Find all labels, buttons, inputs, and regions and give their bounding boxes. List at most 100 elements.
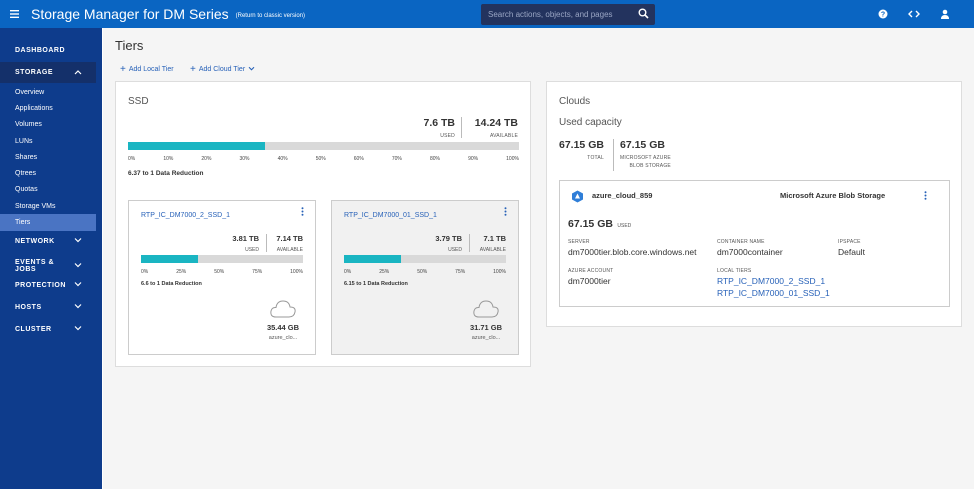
ssd-capacity-ticks: 0% 10% 20% 30% 40% 50% 60% 70% 80% 90% 100% [128,156,519,162]
ssd-used-value: 7.6 TB [423,117,455,129]
tick-label: 50% [417,269,428,275]
container-label: CONTAINER NAME [717,239,765,245]
search-icon[interactable] [638,8,649,21]
clouds-azure-stat: 67.15 GB MICROSOFT AZURE BLOB STORAGE [620,139,671,169]
sidebar-item-overview[interactable]: Overview [15,88,45,96]
clouds-total-value: 67.15 GB [559,139,604,151]
sidebar-item-shares[interactable]: Shares [15,153,38,161]
cloud-tier-card: azure_cloud_859 Microsoft Azure Blob Sto… [559,180,950,307]
divider [266,234,267,252]
tier-used-label: USED [448,247,462,253]
plus-icon: + [120,64,126,75]
clouds-total-label: TOTAL [587,155,604,161]
search-input[interactable]: Search actions, objects, and pages [481,4,655,25]
user-icon[interactable] [938,7,952,21]
tier-capacity-fill [344,255,401,263]
azure-account-label: AZURE ACCOUNT [568,268,614,274]
tier-available-value: 7.1 TB [483,234,506,243]
ssd-available-label: AVAILABLE [489,133,518,139]
clouds-azure-label: MICROSOFT AZURE [620,155,671,161]
nav-cluster[interactable]: CLUSTER [0,325,96,333]
tier-card: RTP_IC_DM7000_01_SSD_1 3.79 TB USED 7.1 … [331,200,519,355]
tier-capacity-ticks: 0% 25% 50% 75% 100% [141,269,303,275]
cloud-icon [472,299,500,324]
nav-dashboard[interactable]: DASHBOARD [0,47,102,54]
local-tier-link[interactable]: RTP_IC_DM7000_2_SSD_1 [717,276,826,286]
tick-label: 50% [214,269,225,275]
tier-capacity-ticks: 0% 25% 50% 75% 100% [344,269,506,275]
menu-icon[interactable] [0,0,28,28]
tier-used-stat: 3.79 TB USED [435,234,462,253]
sidebar-item-applications[interactable]: Applications [15,104,53,112]
chevron-down-icon [74,237,82,245]
tick-label: 80% [429,156,440,162]
tier-available-value: 7.14 TB [276,234,303,243]
sidebar-item-luns[interactable]: LUNs [15,137,33,145]
tick-label: 40% [277,156,288,162]
azure-icon [571,190,584,208]
sidebar-item-qtrees[interactable]: Qtrees [15,170,37,178]
tick-label: 10% [163,156,174,162]
clouds-azure-value: 67.15 GB [620,139,665,151]
tier-capacity-fill [141,255,198,263]
tier-name-link[interactable]: RTP_IC_DM7000_2_SSD_1 [141,212,230,219]
sidebar-item-storage-vms[interactable]: Storage VMs [15,202,56,210]
sidebar: DASHBOARD STORAGE Overview Applications … [0,28,102,489]
more-icon[interactable] [301,207,304,218]
add-local-tier-button[interactable]: + Add Local Tier [120,64,174,75]
cloud-provider: Microsoft Azure Blob Storage [780,191,886,200]
tier-capacity-bar [141,255,303,263]
tick-label: 25% [379,269,390,275]
sidebar-item-volumes[interactable]: Volumes [15,121,42,129]
nav-protection[interactable]: PROTECTION [0,281,96,289]
local-tier-link[interactable]: RTP_IC_DM7000_01_SSD_1 [717,288,830,298]
nav-events-jobs[interactable]: EVENTS & JOBS [0,259,96,273]
nav-network[interactable]: NETWORK [0,237,96,245]
tick-label: 60% [353,156,364,162]
clouds-total-stat: 67.15 GB TOTAL [559,139,604,161]
cloud-tier-name: azure_cloud_859 [592,191,653,200]
cloud-icon [269,299,297,324]
tier-cloud-value: 35.44 GB [266,323,300,332]
ssd-available-value: 14.24 TB [474,117,518,129]
tier-used-stat: 3.81 TB USED [232,234,259,253]
nav-storage[interactable]: STORAGE [0,62,96,83]
tier-used-value: 3.79 TB [435,234,462,243]
tick-label: 75% [455,269,466,275]
tick-label: 100% [493,269,506,275]
help-icon[interactable]: ? [876,7,890,21]
ssd-card: SSD 7.6 TB USED 14.24 TB AVAILABLE 0% 10%… [115,81,531,367]
ssd-title: SSD [128,96,149,107]
return-classic-link[interactable]: (Return to classic version) [235,12,305,19]
more-icon[interactable] [504,207,507,218]
ssd-available-stat: 14.24 TB AVAILABLE [475,117,518,139]
ipspace-label: IPSPACE [838,239,861,245]
nav-hosts[interactable]: HOSTS [0,303,96,311]
clouds-title: Clouds [559,96,591,107]
nav-events-jobs-label: EVENTS & JOBS [15,259,55,273]
tier-used-value: 3.81 TB [232,234,259,243]
chevron-down-icon [74,281,82,289]
code-icon[interactable] [907,7,921,21]
svg-text:?: ? [881,12,885,19]
tier-available-stat: 7.14 TB AVAILABLE [276,234,303,253]
tier-reduction: 6.15 to 1 Data Reduction [344,281,408,287]
tier-name-link[interactable]: RTP_IC_DM7000_01_SSD_1 [344,212,437,219]
tick-label: 90% [468,156,479,162]
add-cloud-tier-button[interactable]: + Add Cloud Tier [190,64,255,75]
ssd-capacity-bar [128,142,519,150]
add-cloud-tier-label: Add Cloud Tier [198,66,246,73]
nav-dashboard-label: DASHBOARD [15,47,65,54]
tier-card: RTP_IC_DM7000_2_SSD_1 3.81 TB USED 7.14 … [128,200,316,355]
tier-cloud-usage: 31.71 GB azure_clo... [456,323,516,341]
tier-cloud-name: azure_clo... [471,335,501,341]
tick-label: 20% [201,156,212,162]
ipspace-value: Default [838,247,865,257]
divider [469,234,470,252]
sidebar-item-quotas[interactable]: Quotas [15,186,38,194]
ssd-used-stat: 7.6 TB USED [423,117,455,139]
chevron-down-icon [74,262,82,270]
more-icon[interactable] [924,191,927,202]
sidebar-item-tiers[interactable]: Tiers [0,214,96,231]
cloud-used-label: USED [617,223,632,229]
